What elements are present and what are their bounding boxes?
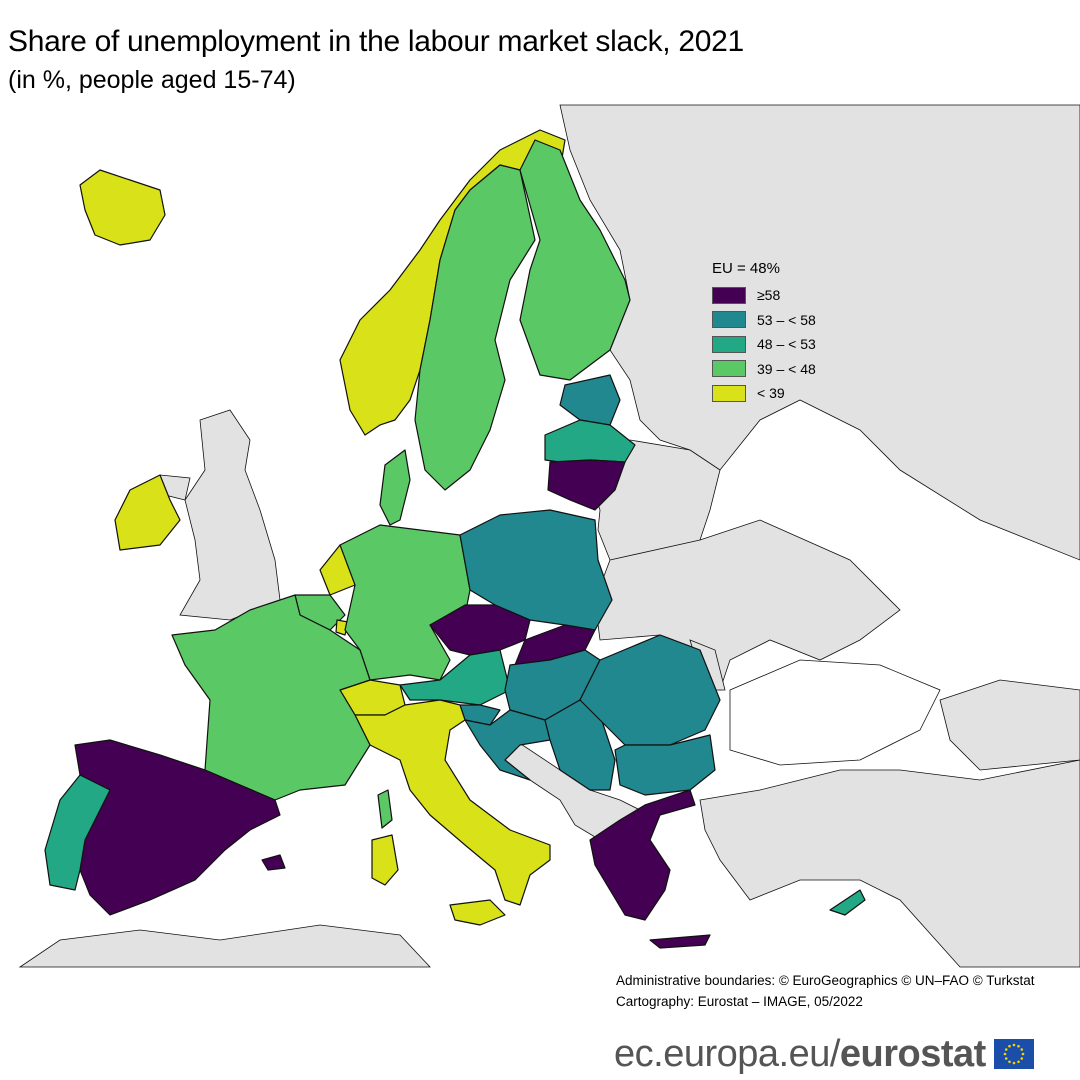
- cyprus-region: [829, 889, 866, 916]
- eu-star: [1004, 1048, 1008, 1051]
- ukraine-region: [594, 519, 901, 692]
- black-sea: [729, 659, 941, 766]
- map-title: Share of unemployment in the labour mark…: [8, 25, 744, 58]
- legend-item: ≥58: [712, 283, 816, 308]
- sardinia-region: [371, 834, 399, 886]
- map-subtitle: (in %, people aged 15-74): [8, 66, 296, 94]
- eurostat-footer: ec.europa.eu/ eurostat: [614, 1030, 1034, 1078]
- greece-region: [589, 789, 696, 921]
- eu-star: [1004, 1057, 1008, 1060]
- balearic-region: [261, 854, 286, 871]
- legend-item: 48 – < 53: [712, 332, 816, 357]
- legend-swatch: [712, 286, 746, 304]
- eu-star: [1020, 1057, 1023, 1060]
- legend-item: 39 – < 48: [712, 357, 816, 382]
- luxembourg-region: [335, 619, 349, 636]
- eu-flag-icon: [993, 1039, 1034, 1069]
- legend-label: 48 – < 53: [757, 336, 816, 353]
- north-africa-region: [18, 924, 431, 968]
- romania-region: [579, 634, 721, 746]
- sweden-region: [414, 164, 536, 491]
- eu-star: [1012, 1061, 1016, 1065]
- legend-item: 53 – < 58: [712, 308, 816, 333]
- eu-star: [1021, 1052, 1025, 1056]
- legend-label: 39 – < 48: [757, 360, 816, 377]
- eu-star: [1020, 1048, 1023, 1051]
- germany-region: [339, 524, 471, 681]
- corsica-region: [377, 789, 393, 829]
- legend-heading: EU = 48%: [712, 260, 780, 277]
- sicily-region: [449, 899, 506, 926]
- bulgaria-region: [614, 734, 716, 796]
- eu-star: [1003, 1052, 1007, 1056]
- legend-label: < 39: [757, 385, 785, 402]
- boundaries-credit: Administrative boundaries: © EuroGeograp…: [616, 973, 1035, 988]
- eu-star: [1017, 1060, 1020, 1064]
- eu-star: [1017, 1044, 1020, 1048]
- cartography-credit: Cartography: Eurostat – IMAGE, 05/2022: [616, 994, 863, 1009]
- legend-label: ≥58: [757, 287, 781, 304]
- turkey-region: [699, 759, 1080, 968]
- legend-swatch: [712, 335, 746, 353]
- eu-star: [1008, 1044, 1011, 1048]
- legend-swatch: [712, 311, 746, 329]
- portugal-region: [44, 774, 111, 891]
- italy-region: [354, 699, 551, 906]
- ireland-region: [114, 474, 181, 551]
- map-legend: EU = 48% ≥58 53 – < 58 48 – < 53 39 – < …: [712, 260, 816, 406]
- iceland-region: [79, 169, 166, 246]
- crete-region: [649, 934, 711, 949]
- map-credits: Administrative boundaries: © EuroGeograp…: [616, 970, 1035, 1012]
- footer-url: ec.europa.eu/: [614, 1032, 840, 1075]
- croatia-region: [464, 709, 551, 781]
- eu-star: [1008, 1060, 1011, 1064]
- legend-swatch: [712, 360, 746, 378]
- caucasus-region: [939, 679, 1080, 771]
- eu-star: [1012, 1043, 1016, 1047]
- legend-item: < 39: [712, 381, 816, 406]
- poland-region: [459, 509, 613, 631]
- legend-label: 53 – < 58: [757, 311, 816, 328]
- lithuania-region: [547, 459, 626, 511]
- finland-region: [519, 139, 631, 381]
- legend-swatch: [712, 384, 746, 402]
- footer-brand: eurostat: [839, 1032, 986, 1075]
- denmark-region: [379, 449, 411, 526]
